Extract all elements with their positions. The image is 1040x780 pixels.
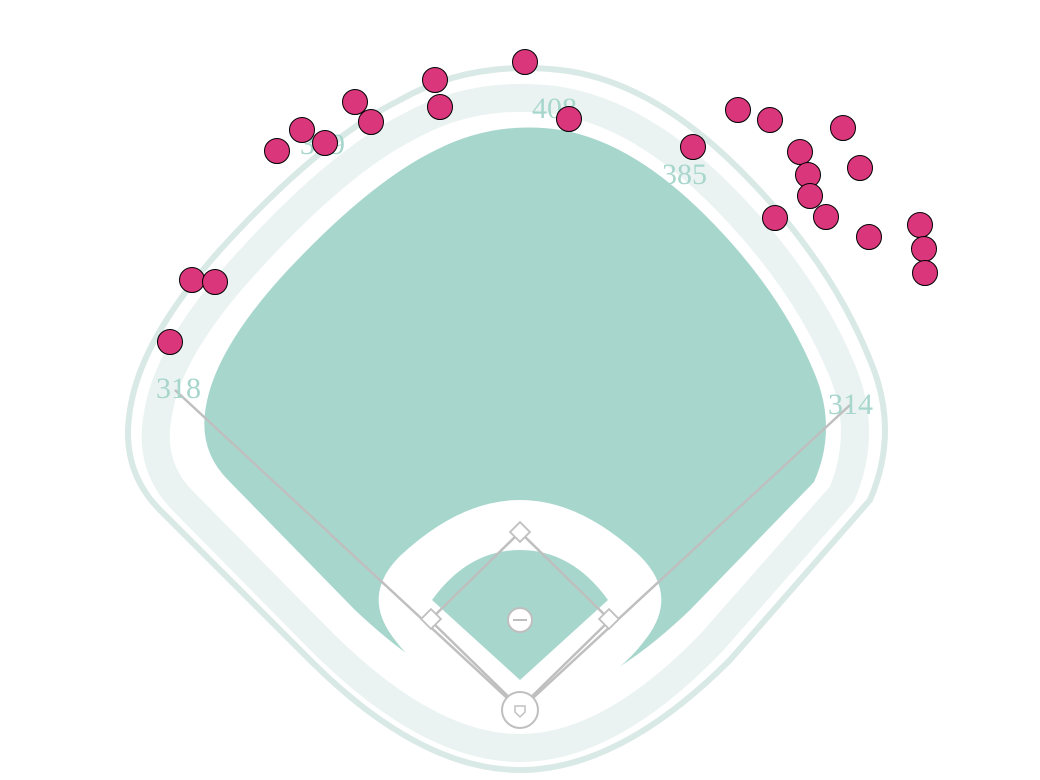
hit-dot [680, 134, 706, 160]
hit-dot [757, 107, 783, 133]
hit-dot [912, 260, 938, 286]
hit-dot [556, 106, 582, 132]
hit-dot [202, 269, 228, 295]
hit-dot [312, 130, 338, 156]
hit-dot [289, 117, 315, 143]
distance-label: 314 [828, 388, 873, 422]
distance-label: 385 [662, 158, 707, 192]
hit-dot [264, 138, 290, 164]
hit-dot [358, 109, 384, 135]
hit-dot [856, 224, 882, 250]
hit-dot [813, 204, 839, 230]
hit-dot [427, 94, 453, 120]
hit-dot [422, 67, 448, 93]
hit-dot [907, 212, 933, 238]
hit-dot [512, 49, 538, 75]
hit-dot [911, 236, 937, 262]
hit-dot [830, 115, 856, 141]
spray-chart: 318399408385314 [0, 0, 1040, 780]
hit-dot [762, 205, 788, 231]
distance-label: 318 [156, 372, 201, 406]
hit-dot [725, 97, 751, 123]
hit-dot [847, 155, 873, 181]
hit-dot [157, 329, 183, 355]
